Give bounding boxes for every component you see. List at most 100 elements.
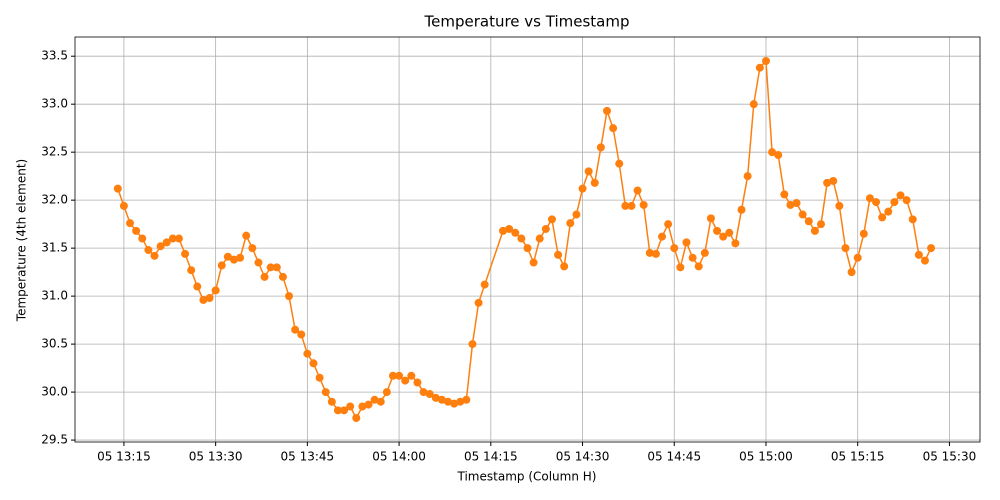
- marker: [297, 330, 306, 339]
- marker: [713, 226, 722, 235]
- marker: [792, 199, 801, 208]
- marker: [535, 234, 544, 243]
- marker: [126, 219, 135, 228]
- marker: [266, 263, 275, 272]
- y-tick-label: 31.0: [41, 289, 68, 303]
- marker: [456, 397, 465, 406]
- marker: [865, 194, 874, 203]
- marker: [444, 397, 453, 406]
- marker: [254, 258, 263, 267]
- y-tick-label: 31.5: [41, 241, 68, 255]
- marker: [927, 244, 936, 253]
- marker: [248, 244, 257, 253]
- marker: [572, 210, 581, 219]
- marker: [639, 200, 648, 209]
- marker: [706, 214, 715, 223]
- marker: [193, 282, 202, 291]
- marker: [914, 250, 923, 259]
- marker: [780, 190, 789, 199]
- marker: [878, 213, 887, 222]
- marker: [242, 231, 251, 240]
- x-tick-label: 05 14:30: [556, 450, 610, 464]
- marker: [749, 100, 758, 109]
- marker: [688, 253, 697, 262]
- marker: [285, 292, 294, 301]
- marker: [462, 395, 471, 404]
- marker: [517, 234, 526, 243]
- marker: [174, 234, 183, 243]
- marker: [633, 186, 642, 195]
- marker: [566, 219, 575, 228]
- marker: [835, 201, 844, 210]
- marker: [902, 196, 911, 205]
- marker: [590, 178, 599, 187]
- marker: [810, 226, 819, 235]
- marker: [309, 359, 318, 368]
- marker: [823, 178, 832, 187]
- y-tick-label: 30.5: [41, 337, 68, 351]
- marker: [437, 395, 446, 404]
- marker: [908, 215, 917, 224]
- marker: [621, 201, 630, 210]
- marker: [315, 373, 324, 382]
- marker: [719, 232, 728, 241]
- marker: [217, 261, 226, 270]
- marker: [223, 252, 232, 261]
- marker: [505, 224, 514, 233]
- marker: [388, 371, 397, 380]
- marker: [841, 244, 850, 253]
- marker: [829, 176, 838, 185]
- marker: [340, 406, 349, 415]
- marker: [346, 402, 355, 411]
- marker: [853, 253, 862, 262]
- y-tick-label: 30.0: [41, 385, 68, 399]
- marker: [645, 248, 654, 257]
- marker: [474, 298, 483, 307]
- marker: [370, 395, 379, 404]
- marker: [768, 148, 777, 157]
- x-tick-label: 05 14:45: [647, 450, 701, 464]
- marker: [731, 239, 740, 248]
- marker: [804, 217, 813, 226]
- marker: [278, 272, 287, 281]
- marker: [890, 198, 899, 207]
- marker: [480, 280, 489, 289]
- x-tick-label: 05 14:00: [372, 450, 426, 464]
- marker: [364, 400, 373, 409]
- marker: [395, 371, 404, 380]
- marker: [119, 201, 128, 210]
- marker: [584, 167, 593, 176]
- x-axis-label: Timestamp (Column H): [457, 470, 597, 484]
- y-tick-label: 32.0: [41, 193, 68, 207]
- marker: [774, 151, 783, 160]
- marker: [260, 272, 269, 281]
- marker: [682, 238, 691, 247]
- marker: [156, 242, 165, 251]
- marker: [431, 393, 440, 402]
- marker: [884, 207, 893, 216]
- marker: [609, 124, 618, 133]
- marker: [737, 205, 746, 214]
- marker: [560, 262, 569, 271]
- marker: [144, 246, 153, 255]
- marker: [419, 388, 428, 397]
- marker: [236, 253, 245, 262]
- marker: [113, 184, 122, 193]
- marker: [321, 388, 330, 397]
- marker: [694, 262, 703, 271]
- marker: [407, 371, 416, 380]
- marker: [425, 390, 434, 399]
- marker: [181, 249, 190, 258]
- marker: [150, 251, 159, 260]
- x-tick-label: 05 14:15: [464, 450, 518, 464]
- x-tick-label: 05 15:15: [831, 450, 885, 464]
- marker: [132, 226, 141, 235]
- marker: [413, 378, 422, 387]
- marker: [798, 210, 807, 219]
- x-tick-label: 05 15:30: [923, 450, 977, 464]
- marker: [541, 224, 550, 233]
- y-tick-label: 29.5: [41, 433, 68, 447]
- marker: [743, 172, 752, 181]
